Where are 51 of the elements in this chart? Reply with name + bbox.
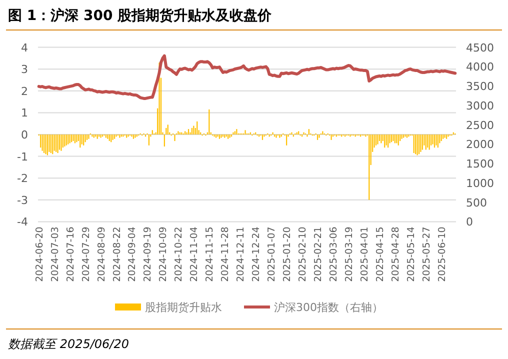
x-tick-label: 2024-10-09 [158, 226, 170, 282]
x-tick-label: 2025-05-14 [406, 226, 417, 282]
y-tick-label: 2 [21, 84, 28, 98]
x-tick-label: 2024-12-24 [251, 226, 262, 282]
y2-tick-label: 4500 [466, 41, 494, 54]
x-tick-label: 2025-01-07 [266, 226, 278, 282]
x-tick-label: 2024-06-20 [34, 226, 46, 282]
y-tick-label: 4 [21, 41, 28, 54]
y2-tick-label: 1000 [466, 176, 494, 190]
y-tick-label: 1 [21, 106, 28, 120]
x-tick-label: 2024-07-03 [50, 226, 61, 282]
x-tick-label: 2024-09-04 [127, 226, 138, 282]
y-tick-label: 3 [21, 63, 28, 76]
y-tick-label: -2 [17, 172, 28, 186]
x-tick-label: 2024-09-19 [142, 226, 154, 282]
x-tick-label: 2024-07-29 [80, 226, 92, 282]
y2-tick-label: 2500 [466, 118, 494, 132]
y2-tick-label: 1500 [466, 158, 494, 171]
x-tick-label: 2025-03-19 [344, 226, 355, 282]
y2-tick-label: 4000 [466, 60, 494, 74]
y-tick-label: -4 [17, 216, 28, 229]
x-tick-label: 2025-01-20 [282, 226, 294, 282]
legend-label: 股指期货升贴水 [145, 301, 222, 314]
x-tick-label: 2024-08-09 [96, 226, 108, 282]
x-tick-label: 2024-07-16 [65, 226, 76, 282]
x-tick-label: 2024-10-22 [174, 226, 185, 282]
x-tick-label: 2025-04-28 [390, 226, 402, 282]
line-series [37, 54, 457, 100]
chart-title: 图 1：沪深 300 股指期货升贴水及收盘价 [8, 7, 273, 24]
x-tick-label: 2024-11-04 [189, 226, 200, 282]
legend-label: 沪深300指数（右轴） [274, 301, 383, 314]
x-tick-label: 2024-11-28 [220, 226, 232, 282]
x-tick-label: 2025-04-01 [359, 226, 370, 282]
text: 数据截至 2025/06/20 [8, 337, 130, 351]
x-tick-label: 2025-02-21 [313, 226, 324, 282]
y-tick-label: -1 [17, 150, 28, 164]
x-tick-label: 2025-03-06 [328, 226, 340, 282]
y2-tick-label: 3500 [466, 80, 494, 94]
y2-tick-label: 3000 [466, 99, 494, 112]
x-tick-label: 2024-12-11 [236, 226, 247, 282]
y2-tick-label: 500 [466, 196, 487, 210]
x-tick-label: 2024-11-15 [204, 226, 216, 282]
x-tick-label: 2025-04-15 [374, 226, 386, 282]
y2-tick-label: 2000 [466, 138, 494, 152]
y-tick-label: -3 [17, 194, 28, 207]
x-tick-label: 2024-08-22 [112, 226, 123, 282]
x-tick-label: 2025-05-27 [421, 226, 432, 282]
y-tick-label: 0 [21, 128, 28, 142]
x-tick-label: 2025-06-10 [436, 226, 448, 282]
x-tick-label: 2025-02-10 [298, 226, 309, 282]
y2-tick-label: 0 [466, 216, 473, 229]
